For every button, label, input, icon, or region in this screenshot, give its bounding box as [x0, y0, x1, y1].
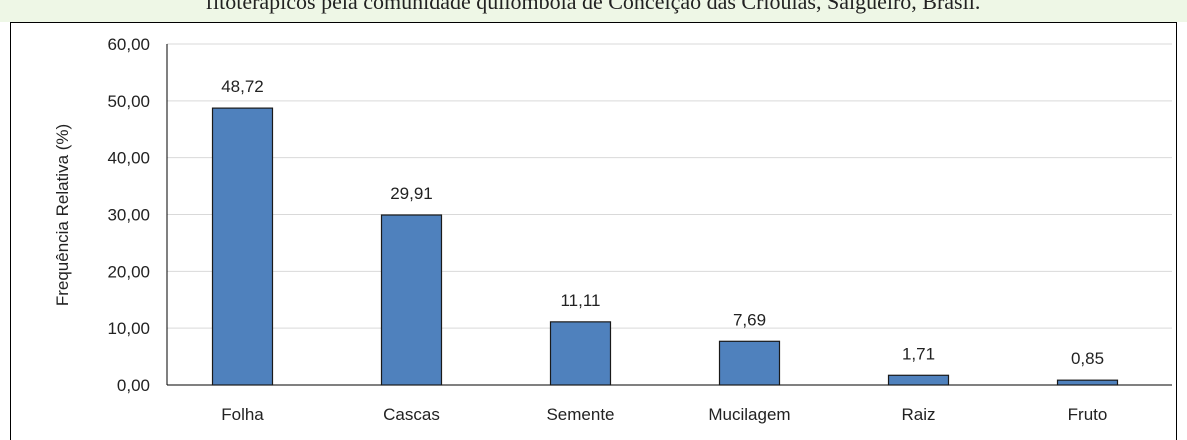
x-tick-label: Fruto [1068, 405, 1108, 424]
y-tick-label: 30,00 [107, 206, 150, 225]
y-tick-label: 20,00 [107, 262, 150, 281]
chart-title: fitoterápicos pela comunidade quilombola… [206, 0, 981, 14]
x-tick-label: Raiz [901, 405, 935, 424]
bar [549, 321, 612, 386]
bar [887, 374, 950, 386]
y-axis-label: Frequência Relativa (%) [53, 124, 72, 306]
y-tick-label: 60,00 [107, 35, 150, 54]
data-label: 1,71 [902, 344, 935, 363]
x-tick-label: Folha [221, 405, 264, 424]
bar [211, 107, 274, 386]
y-tick-label: 0,00 [117, 376, 150, 395]
y-tick-label: 10,00 [107, 319, 150, 338]
watermark-band [0, 0, 1187, 22]
bar [718, 340, 781, 386]
bar [380, 214, 443, 386]
x-tick-label: Semente [546, 405, 614, 424]
x-tick-label: Cascas [383, 405, 440, 424]
y-tick-label: 40,00 [107, 149, 150, 168]
bar [1056, 379, 1119, 386]
y-tick-label: 50,00 [107, 92, 150, 111]
x-tick-label: Mucilagem [708, 405, 790, 424]
data-label: 29,91 [390, 184, 433, 203]
data-label: 7,69 [733, 310, 766, 329]
data-label: 48,72 [221, 77, 264, 96]
data-label: 0,85 [1071, 349, 1104, 368]
data-label: 11,11 [560, 291, 600, 310]
